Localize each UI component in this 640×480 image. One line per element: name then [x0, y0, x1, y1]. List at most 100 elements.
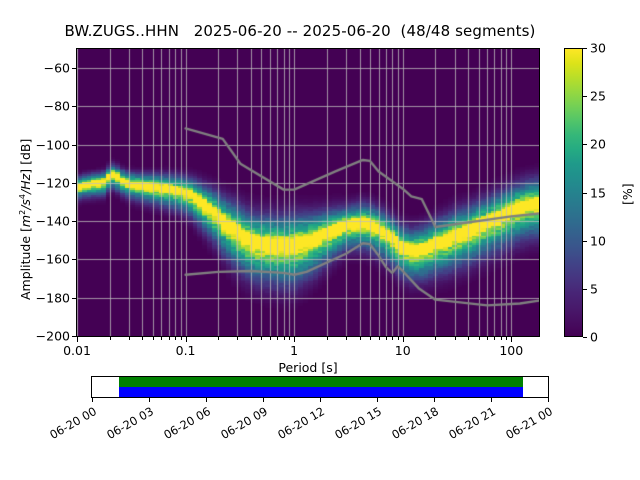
colorbar-tick-mark-2	[583, 241, 587, 242]
y-tick-mark-3	[72, 183, 76, 184]
y-tick-mark-7	[72, 336, 76, 337]
colorbar-label: [%]	[620, 183, 635, 205]
timeline-strip[interactable]	[91, 376, 549, 398]
timeline-tick-label-7: 06-20 21	[446, 404, 498, 442]
timeline-tick-mark-4	[320, 398, 321, 402]
x-tick-label-0: 0.01	[63, 343, 91, 358]
timeline-tick-label-8: 06-21 00	[503, 404, 555, 442]
colorbar-tick-mark-3	[583, 193, 587, 194]
timeline-tick-mark-5	[377, 398, 378, 402]
y-tick-label-4: −140	[35, 213, 70, 229]
colorbar-tick-mark-4	[583, 144, 587, 145]
x-minor-tick	[175, 337, 176, 340]
y-tick-mark-1	[72, 106, 76, 107]
colorbar-tick-mark-6	[583, 48, 587, 49]
ppsd-axes	[76, 48, 540, 337]
page-title: BW.ZUGS..HHN 2025-06-20 -- 2025-06-20 (4…	[64, 22, 536, 40]
y-tick-mark-4	[72, 221, 76, 222]
x-minor-tick	[455, 337, 456, 340]
ppsd-heatmap-canvas	[77, 49, 539, 336]
x-tick-label-2: 1	[290, 343, 299, 358]
timeline-tick-label-5: 06-20 15	[332, 404, 384, 442]
timeline-tick-label-4: 06-20 12	[275, 404, 327, 442]
coverage-band	[119, 387, 523, 397]
colorbar-tick-label-2: 10	[590, 233, 606, 249]
x-minor-tick	[153, 337, 154, 340]
timeline-tick-mark-3	[263, 398, 264, 402]
x-minor-tick	[277, 337, 278, 340]
y-tick-mark-6	[72, 298, 76, 299]
x-minor-tick	[501, 337, 502, 340]
x-minor-tick	[251, 337, 252, 340]
x-minor-tick	[494, 337, 495, 340]
colorbar-tick-label-1: 5	[590, 281, 598, 297]
x-minor-tick	[479, 337, 480, 340]
x-axis-label: Period [s]	[278, 360, 338, 375]
timeline-tick-label-3: 06-20 09	[218, 404, 270, 442]
colorbar-tick-mark-0	[583, 337, 587, 338]
x-tick-mark-3	[403, 337, 404, 342]
y-tick-label-5: −160	[35, 251, 70, 267]
x-minor-tick	[370, 337, 371, 340]
colorbar-tick-mark-1	[583, 289, 587, 290]
colorbar	[564, 48, 583, 337]
y-tick-mark-5	[72, 259, 76, 260]
x-minor-tick	[289, 337, 290, 340]
timeline-tick-mark-7	[491, 398, 492, 402]
x-minor-tick	[261, 337, 262, 340]
timeline-tick-label-0: 06-20 00	[47, 404, 99, 442]
y-tick-label-6: −180	[35, 290, 70, 306]
y-tick-mark-2	[72, 145, 76, 146]
y-tick-label-7: −200	[35, 328, 70, 344]
x-minor-tick	[169, 337, 170, 340]
timeline-tick-mark-2	[206, 398, 207, 402]
timeline-tick-mark-8	[548, 398, 549, 402]
x-minor-tick	[142, 337, 143, 340]
x-minor-tick	[284, 337, 285, 340]
x-tick-label-3: 10	[394, 343, 411, 358]
x-tick-mark-1	[186, 337, 187, 342]
x-minor-tick	[181, 337, 182, 340]
colorbar-tick-label-6: 30	[590, 40, 606, 56]
y-tick-label-0: −60	[43, 60, 70, 76]
y-tick-label-2: −100	[35, 137, 70, 153]
colorbar-tick-label-4: 20	[590, 136, 606, 152]
x-minor-tick	[129, 337, 130, 340]
x-minor-tick	[346, 337, 347, 340]
x-minor-tick	[327, 337, 328, 340]
x-minor-tick	[270, 337, 271, 340]
timeline-tick-mark-0	[92, 398, 93, 402]
y-tick-label-3: −120	[35, 175, 70, 191]
timeline-tick-mark-1	[149, 398, 150, 402]
y-tick-mark-0	[72, 68, 76, 69]
y-tick-label-1: −80	[43, 98, 70, 114]
timeline-tick-label-6: 06-20 18	[389, 404, 441, 442]
x-minor-tick	[161, 337, 162, 340]
x-minor-tick	[506, 337, 507, 340]
colorbar-tick-label-3: 15	[590, 185, 606, 200]
x-minor-tick	[398, 337, 399, 340]
x-minor-tick	[379, 337, 380, 340]
timeline-tick-mark-6	[434, 398, 435, 402]
x-minor-tick	[237, 337, 238, 340]
x-minor-tick	[487, 337, 488, 340]
x-minor-tick	[435, 337, 436, 340]
availability-band	[119, 377, 523, 387]
x-tick-mark-0	[77, 337, 78, 342]
x-tick-label-1: 0.1	[175, 343, 196, 358]
colorbar-tick-mark-5	[583, 96, 587, 97]
timeline-tick-label-1: 06-20 03	[104, 404, 156, 442]
x-minor-tick	[386, 337, 387, 340]
x-tick-mark-2	[294, 337, 295, 342]
x-minor-tick	[218, 337, 219, 340]
x-minor-tick	[110, 337, 111, 340]
colorbar-tick-label-0: 0	[590, 329, 598, 345]
x-minor-tick	[360, 337, 361, 340]
timeline-tick-label-2: 06-20 06	[161, 404, 213, 442]
colorbar-tick-label-5: 25	[590, 88, 606, 104]
x-tick-label-4: 100	[499, 343, 524, 358]
y-axis-label: Amplitude [m2/s4/Hz] [dB]	[18, 138, 34, 300]
x-tick-mark-4	[511, 337, 512, 342]
x-minor-tick	[392, 337, 393, 340]
